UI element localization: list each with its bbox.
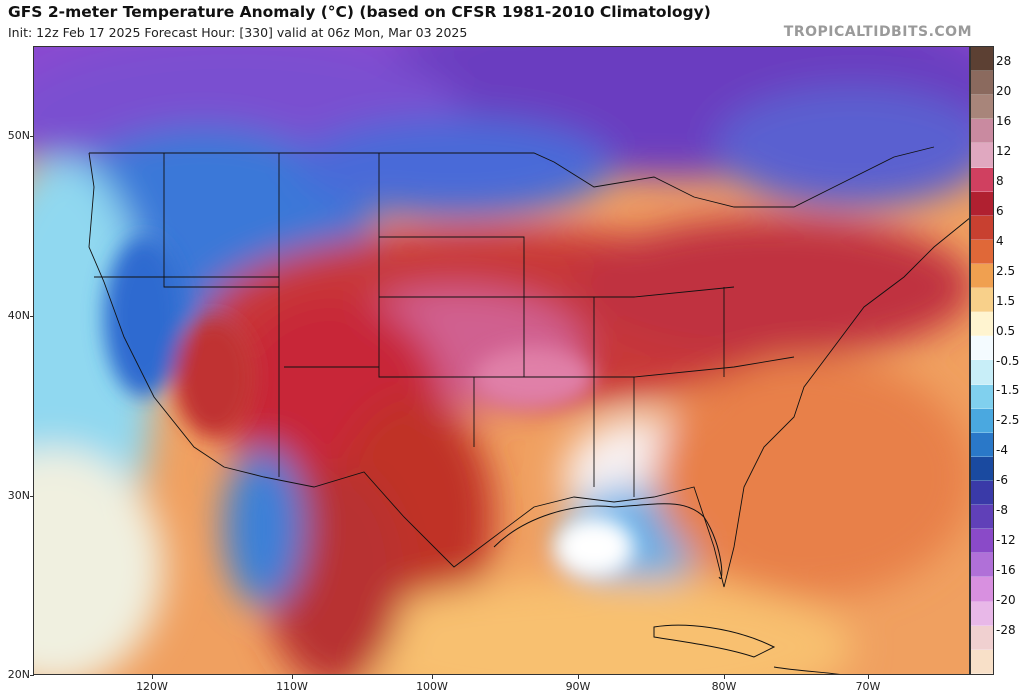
colorbar-swatch — [971, 263, 993, 289]
colorbar-swatch — [971, 480, 993, 506]
colorbar-swatch — [971, 312, 993, 337]
lon-label-80w: 80W — [711, 680, 737, 693]
coastlines — [493, 503, 841, 674]
colorbar-swatch — [971, 360, 993, 385]
lat-label-40n: 40N — [7, 309, 30, 322]
colorbar-label: -8 — [996, 503, 1008, 518]
colorbar-label: -16 — [996, 563, 1016, 578]
colorbar-label: -0.5 — [996, 353, 1020, 368]
colorbar-swatch — [971, 119, 993, 144]
lat-label-50n: 50N — [7, 129, 30, 142]
colorbar-label: 8 — [996, 173, 1004, 188]
colorbar-label: -4 — [996, 443, 1008, 458]
colorbar-swatch — [971, 239, 993, 264]
lon-label-90w: 90W — [565, 680, 591, 693]
colorbar-label: 16 — [996, 113, 1012, 128]
colorbar-swatch — [971, 143, 993, 168]
lat-tick — [30, 496, 34, 497]
colorbar-swatch — [971, 336, 993, 361]
anomaly-map-canvas — [34, 47, 969, 674]
colorbar-swatch — [971, 432, 993, 457]
colorbar-label: 6 — [996, 203, 1004, 218]
colorbar-swatch — [971, 95, 993, 120]
political-borders — [88, 146, 969, 588]
lat-label-30n: 30N — [7, 489, 30, 502]
map-subtitle: Init: 12z Feb 17 2025 Forecast Hour: [33… — [8, 25, 468, 40]
lon-tick — [432, 675, 433, 679]
colorbar-swatch — [971, 47, 993, 72]
colorbar-swatch — [971, 577, 993, 602]
colorbar-label: -28 — [996, 623, 1016, 638]
colorbar-label: -6 — [996, 473, 1008, 488]
colorbar — [970, 46, 994, 675]
colorbar-swatch — [971, 71, 993, 96]
lat-label-20n: 20N — [7, 668, 30, 681]
lon-label-120w: 120W — [136, 680, 168, 693]
colorbar-swatch — [971, 553, 993, 578]
colorbar-swatch — [971, 505, 993, 530]
colorbar-label: -2.5 — [996, 413, 1020, 428]
lon-label-110w: 110W — [276, 680, 308, 693]
colorbar-swatch — [971, 649, 993, 674]
lon-tick — [292, 675, 293, 679]
map-title: GFS 2-meter Temperature Anomaly (°C) (ba… — [8, 3, 711, 21]
lon-tick — [152, 675, 153, 679]
colorbar-label: 20 — [996, 83, 1012, 98]
colorbar-label: -1.5 — [996, 383, 1020, 398]
lat-tick — [30, 675, 34, 676]
colorbar-swatch — [971, 529, 993, 554]
colorbar-swatch — [971, 215, 993, 240]
anomaly-map — [33, 46, 970, 675]
colorbar-swatch — [971, 625, 993, 650]
anomaly-field — [34, 47, 969, 674]
colorbar-label: 12 — [996, 143, 1012, 158]
colorbar-swatch — [971, 456, 993, 481]
colorbar-swatch — [971, 167, 993, 192]
colorbar-swatch — [971, 191, 993, 216]
brand-watermark: TROPICALTIDBITS.COM — [783, 24, 972, 40]
lat-tick — [30, 316, 34, 317]
lon-tick — [578, 675, 579, 679]
lat-tick — [30, 136, 34, 137]
lon-label-70w: 70W — [855, 680, 881, 693]
colorbar-swatch — [971, 288, 993, 313]
lon-tick — [868, 675, 869, 679]
lon-label-100w: 100W — [416, 680, 448, 693]
colorbar-swatch — [971, 601, 993, 626]
colorbar-label: -20 — [996, 593, 1016, 608]
colorbar-label: 0.5 — [996, 323, 1016, 338]
colorbar-label: 2.5 — [996, 263, 1016, 278]
lon-tick — [724, 675, 725, 679]
colorbar-swatch — [971, 408, 993, 433]
colorbar-label: 4 — [996, 233, 1004, 248]
colorbar-swatch — [971, 384, 993, 409]
colorbar-label: 28 — [996, 54, 1012, 68]
colorbar-label: -12 — [996, 533, 1016, 548]
colorbar-label: 1.5 — [996, 293, 1016, 308]
